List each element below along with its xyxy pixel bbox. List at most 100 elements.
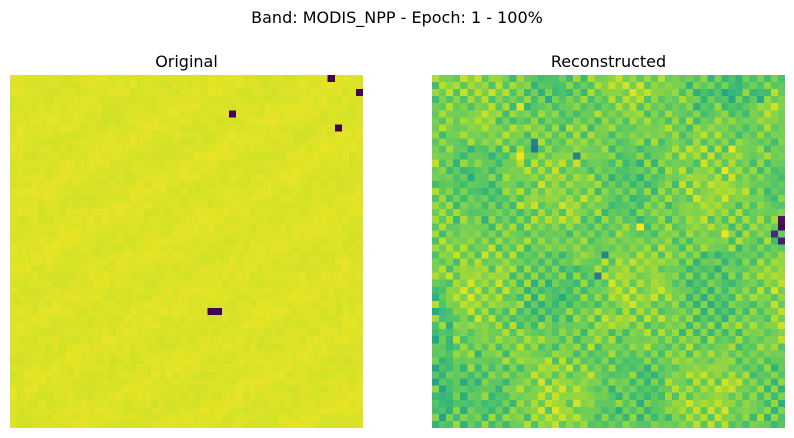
heatmap-cell [756, 237, 764, 245]
heatmap-cell [45, 117, 53, 125]
heatmap-cell [742, 110, 750, 118]
heatmap-cell [770, 392, 779, 400]
heatmap-cell [643, 152, 652, 160]
heatmap-cell [735, 75, 743, 83]
heatmap-cell [115, 145, 124, 153]
heatmap-cell [615, 364, 623, 372]
heatmap-cell [115, 307, 124, 316]
heatmap-cell [87, 420, 95, 428]
heatmap-cell [650, 315, 659, 323]
heatmap-cell [221, 173, 230, 182]
heatmap-cell [264, 195, 272, 203]
heatmap-cell [299, 223, 307, 231]
heatmap-cell [52, 103, 60, 111]
heatmap-cell [207, 195, 215, 203]
heatmap-cell [348, 202, 357, 210]
heatmap-cell [763, 195, 772, 203]
heatmap-cell [777, 265, 785, 273]
heatmap-cell [108, 202, 117, 210]
heatmap-cell [242, 117, 251, 125]
heatmap-cell [573, 300, 581, 309]
heatmap-cell [38, 103, 46, 111]
heatmap-cell [101, 89, 109, 97]
heatmap-cell [38, 89, 46, 97]
heatmap-cell [327, 420, 335, 428]
heatmap-cell [278, 110, 286, 118]
heatmap-cell [608, 117, 616, 125]
heatmap-cell [728, 300, 736, 309]
heatmap-cell [495, 258, 503, 266]
heatmap-cell [200, 413, 208, 422]
heatmap-cell [130, 300, 138, 309]
heatmap-cell [749, 187, 757, 196]
heatmap-cell [73, 343, 81, 351]
heatmap-cell [24, 82, 32, 90]
heatmap-cell [756, 378, 764, 386]
heatmap-cell [207, 329, 215, 337]
heatmap-cell [299, 293, 307, 302]
heatmap-cell [172, 286, 180, 295]
heatmap-cell [728, 399, 736, 407]
heatmap-cell [749, 307, 757, 316]
heatmap-cell [278, 392, 286, 400]
heatmap-cell [327, 75, 335, 83]
heatmap-cell [80, 406, 88, 415]
heatmap-cell [770, 279, 779, 287]
heatmap-cell [355, 145, 363, 153]
heatmap-cell [721, 307, 729, 316]
heatmap-cell [453, 251, 461, 259]
heatmap-cell [221, 300, 230, 309]
heatmap-cell [679, 378, 687, 386]
heatmap-cell [130, 96, 138, 104]
heatmap-cell [130, 202, 138, 210]
heatmap-cell [721, 237, 729, 245]
heatmap-cell [742, 117, 750, 125]
heatmap-cell [509, 152, 517, 160]
heatmap-cell [495, 89, 503, 97]
heatmap-cell [73, 307, 81, 316]
heatmap-cell [59, 265, 67, 273]
heatmap-cell [355, 82, 363, 90]
heatmap-cell [228, 322, 237, 330]
heatmap-cell [200, 322, 208, 330]
heatmap-cell [144, 166, 152, 174]
heatmap-cell [453, 166, 461, 174]
heatmap-cell [636, 322, 644, 330]
heatmap-cell [59, 279, 67, 287]
heatmap-cell [144, 329, 152, 337]
heatmap-cell [516, 187, 524, 196]
heatmap-cell [488, 75, 496, 83]
heatmap-cell [292, 209, 300, 217]
heatmap-cell [165, 357, 173, 365]
heatmap-cell [742, 96, 750, 104]
heatmap-cell [523, 329, 531, 337]
heatmap-cell [735, 202, 743, 210]
heatmap-cell [200, 223, 208, 231]
heatmap-cell [38, 286, 46, 295]
heatmap-cell [544, 187, 553, 196]
heatmap-cell [672, 300, 680, 309]
heatmap-cell [460, 406, 468, 415]
heatmap-cell [580, 159, 588, 167]
heatmap-cell [537, 244, 546, 252]
heatmap-cell [693, 82, 701, 90]
heatmap-cell [594, 392, 602, 400]
heatmap-cell [488, 223, 496, 231]
heatmap-cell [122, 124, 131, 132]
heatmap-cell [221, 420, 230, 428]
heatmap-cell [172, 413, 180, 422]
heatmap-cell [144, 131, 152, 139]
heatmap-cell [38, 420, 46, 428]
heatmap-cell [186, 392, 194, 400]
heatmap-cell [101, 202, 109, 210]
heatmap-cell [115, 272, 124, 280]
heatmap-cell [516, 89, 524, 97]
heatmap-cell [87, 187, 95, 196]
heatmap-cell [714, 343, 722, 351]
heatmap-cell [87, 272, 95, 280]
heatmap-cell [327, 159, 335, 167]
heatmap-cell [777, 343, 785, 351]
heatmap-cell [502, 180, 510, 189]
heatmap-cell [80, 251, 88, 259]
heatmap-cell [573, 272, 581, 280]
